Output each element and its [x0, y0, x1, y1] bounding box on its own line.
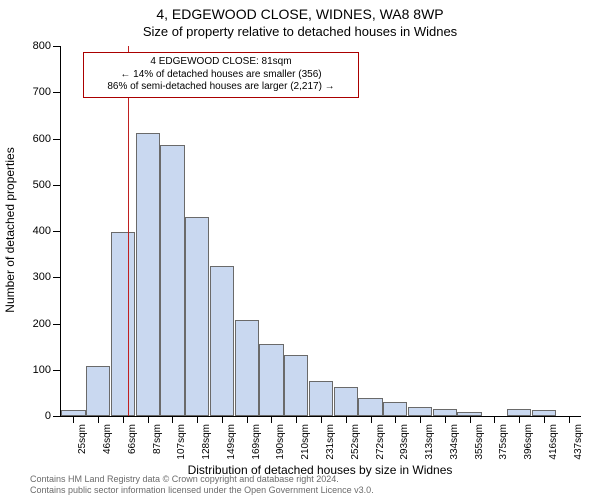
bar — [185, 217, 209, 416]
footer-attribution: Contains HM Land Registry data © Crown c… — [30, 474, 374, 496]
bar — [408, 407, 432, 416]
property-marker-line — [128, 46, 129, 416]
bar — [235, 320, 259, 416]
annotation-line2: ← 14% of detached houses are smaller (35… — [90, 69, 352, 82]
x-tick — [123, 416, 124, 423]
y-tick — [53, 277, 60, 278]
x-tick-label: 107sqm — [176, 424, 187, 460]
bar — [210, 266, 234, 416]
y-tick-label: 700 — [33, 86, 51, 98]
bar — [358, 398, 382, 417]
x-tick-label: 149sqm — [226, 424, 237, 460]
bar — [507, 409, 531, 416]
bars-layer — [61, 46, 581, 416]
x-tick — [296, 416, 297, 423]
x-tick — [519, 416, 520, 423]
x-tick — [420, 416, 421, 423]
y-axis-label: Number of detached properties — [3, 147, 17, 312]
bar — [309, 381, 333, 416]
x-tick — [98, 416, 99, 423]
chart-title-main: 4, EDGEWOOD CLOSE, WIDNES, WA8 8WP — [0, 6, 600, 22]
plot-area: 010020030040050060070080025sqm46sqm66sqm… — [60, 46, 581, 417]
x-tick-label: 46sqm — [102, 424, 113, 454]
x-tick — [73, 416, 74, 423]
bar — [433, 409, 457, 416]
x-tick-label: 355sqm — [474, 424, 485, 460]
y-tick-label: 300 — [33, 271, 51, 283]
x-tick-label: 66sqm — [127, 424, 138, 454]
x-tick-label: 231sqm — [325, 424, 336, 460]
chart-container: 4, EDGEWOOD CLOSE, WIDNES, WA8 8WP Size … — [0, 0, 600, 500]
x-tick — [321, 416, 322, 423]
y-tick — [53, 231, 60, 232]
annotation-box: 4 EDGEWOOD CLOSE: 81sqm ← 14% of detache… — [83, 52, 359, 98]
x-tick — [271, 416, 272, 423]
chart-title-sub: Size of property relative to detached ho… — [0, 24, 600, 39]
x-tick-label: 313sqm — [424, 424, 435, 460]
y-tick-label: 500 — [33, 179, 51, 191]
y-tick-label: 200 — [33, 318, 51, 330]
x-tick — [470, 416, 471, 423]
y-tick-label: 800 — [33, 40, 51, 52]
x-tick-label: 252sqm — [350, 424, 361, 460]
y-tick-label: 600 — [33, 133, 51, 145]
x-tick — [395, 416, 396, 423]
x-tick-label: 334sqm — [449, 424, 460, 460]
x-tick-label: 272sqm — [375, 424, 386, 460]
x-tick — [148, 416, 149, 423]
y-tick — [53, 324, 60, 325]
x-tick — [222, 416, 223, 423]
y-tick-label: 0 — [45, 410, 51, 422]
y-tick-label: 400 — [33, 225, 51, 237]
annotation-line3: 86% of semi-detached houses are larger (… — [90, 81, 352, 94]
bar — [383, 402, 407, 416]
x-tick-label: 437sqm — [573, 424, 584, 460]
annotation-line1: 4 EDGEWOOD CLOSE: 81sqm — [90, 56, 352, 69]
x-tick — [544, 416, 545, 423]
bar — [160, 145, 184, 416]
x-tick — [172, 416, 173, 423]
x-tick-label: 375sqm — [498, 424, 509, 460]
x-tick-label: 293sqm — [399, 424, 410, 460]
y-tick — [53, 370, 60, 371]
x-tick — [247, 416, 248, 423]
footer-line2: Contains public sector information licen… — [30, 485, 374, 496]
x-tick — [569, 416, 570, 423]
x-tick — [197, 416, 198, 423]
bar — [334, 387, 358, 416]
y-tick — [53, 92, 60, 93]
x-tick-label: 25sqm — [77, 424, 88, 454]
bar — [111, 232, 135, 416]
y-tick — [53, 139, 60, 140]
x-tick-label: 396sqm — [523, 424, 534, 460]
x-tick-label: 87sqm — [152, 424, 163, 454]
x-tick-label: 169sqm — [251, 424, 262, 460]
bar — [86, 366, 110, 416]
bar — [259, 344, 283, 416]
x-tick-label: 210sqm — [300, 424, 311, 460]
bar — [284, 355, 308, 416]
y-tick-label: 100 — [33, 364, 51, 376]
y-tick — [53, 46, 60, 47]
bar — [136, 133, 160, 416]
x-tick — [346, 416, 347, 423]
footer-line1: Contains HM Land Registry data © Crown c… — [30, 474, 374, 485]
x-tick-label: 416sqm — [548, 424, 559, 460]
y-tick — [53, 185, 60, 186]
x-tick — [494, 416, 495, 423]
x-tick-label: 190sqm — [275, 424, 286, 460]
x-tick — [371, 416, 372, 423]
x-tick-label: 128sqm — [201, 424, 212, 460]
x-tick — [445, 416, 446, 423]
y-tick — [53, 416, 60, 417]
